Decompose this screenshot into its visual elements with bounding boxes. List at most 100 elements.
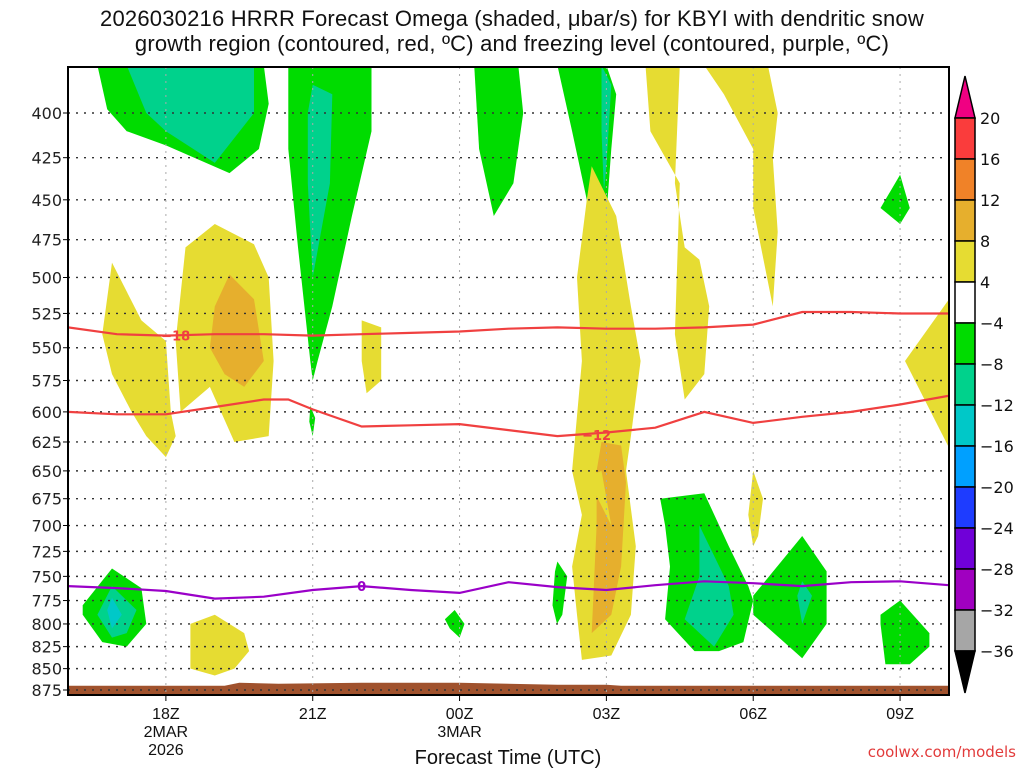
contour-label-0: 0 (357, 580, 366, 595)
x-tick-label: 00Z (446, 706, 474, 723)
x-tick-date: 2MAR (144, 724, 188, 741)
omega-region-25 (880, 600, 930, 665)
omega-region-10 (209, 274, 264, 387)
x-axis-label: Forecast Time (UTC) (415, 747, 602, 768)
x-tick-year: 2026 (148, 742, 184, 759)
colorbar-tick-label: −28 (980, 560, 1014, 579)
colorbar-tick-label: −36 (980, 642, 1014, 661)
y-tick-label: 575 (31, 372, 62, 391)
omega-region-29 (444, 610, 465, 638)
colorbar-swatch (954, 117, 976, 160)
omega-region-15 (705, 67, 778, 307)
contour-label--12: −12 (582, 429, 611, 444)
y-tick-label: 475 (31, 231, 62, 250)
omega-region-19 (880, 174, 910, 224)
y-tick-label: 700 (31, 517, 62, 536)
colorbar-tick-label: 16 (980, 150, 1000, 169)
colorbar-tick-label: −4 (980, 314, 1004, 333)
colorbar-swatch (954, 363, 976, 406)
y-tick-label: 550 (31, 339, 62, 358)
colorbar-swatch (954, 527, 976, 570)
omega-shading (82, 67, 949, 676)
colorbar-tick-label: 20 (980, 109, 1000, 128)
contour-label--18: −18 (161, 330, 190, 345)
omega-region-18 (190, 614, 250, 676)
omega-region-8 (102, 262, 176, 458)
colorbar-under-arrow (954, 650, 976, 694)
y-tick-label: 600 (31, 403, 62, 422)
terrain-ground (68, 682, 949, 695)
y-tick-label: 675 (31, 490, 62, 509)
colorbar-swatch (954, 322, 976, 365)
colorbar-swatch (954, 486, 976, 529)
omega-region-16 (905, 299, 949, 448)
y-tick-label: 850 (31, 660, 62, 679)
omega-region-24 (586, 470, 612, 526)
colorbar-tick-label: −20 (980, 478, 1014, 497)
colorbar-swatch (954, 404, 976, 447)
credit-link[interactable]: coolwx.com/models (868, 743, 1016, 761)
colorbar-tick-label: −24 (980, 519, 1014, 538)
colorbar-tick-label: 8 (980, 232, 990, 251)
colorbar-over-arrow (954, 75, 976, 119)
omega-region-12 (572, 166, 641, 660)
x-tick-label: 18Z (152, 706, 180, 723)
y-tick-label: 825 (31, 638, 62, 657)
omega-region-14 (645, 67, 710, 400)
colorbar-tick-label: 4 (980, 273, 990, 292)
omega-region-5 (474, 67, 524, 216)
omega-region-17 (748, 470, 763, 547)
colorbar-tick-label: −16 (980, 437, 1014, 456)
y-tick-label: 775 (31, 592, 62, 611)
colorbar-swatch (954, 445, 976, 488)
y-tick-label: 750 (31, 567, 62, 586)
terrain-fill (68, 682, 949, 695)
contour-lines: −18 −12 0 (68, 310, 949, 600)
y-tick-label: 650 (31, 462, 62, 481)
omega-region-30 (552, 561, 568, 624)
colorbar-swatch (954, 240, 976, 283)
contour-line-0 (68, 580, 949, 600)
y-tick-label: 625 (31, 433, 62, 452)
y-tick-label: 525 (31, 304, 62, 323)
omega-region-3 (307, 84, 333, 278)
colorbar-tick-label: 12 (980, 191, 1000, 210)
contour-line--18 (68, 310, 949, 337)
chart-title-line2: growth region (contoured, red, ºC) and f… (134, 31, 890, 56)
y-tick-label: 500 (31, 268, 62, 287)
y-tick-label: 425 (31, 149, 62, 168)
y-tick-label: 725 (31, 542, 62, 561)
y-tick-label: 450 (31, 191, 62, 210)
y-tick-label: 800 (31, 615, 62, 634)
x-tick-label: 03Z (593, 706, 621, 723)
y-axis: 400 425 450 475 500 525 550 575 600 625 650 675 700 7… (31, 104, 68, 700)
omega-region-21 (684, 525, 734, 647)
colorbar-swatch (954, 609, 976, 652)
omega-region-23 (797, 581, 812, 624)
grid-lines (68, 67, 949, 695)
colorbar-tick-label: −32 (980, 601, 1014, 620)
chart-title: 2026030216 HRRR Forecast Omega (shaded, … (0, 6, 1024, 56)
omega-region-7 (601, 67, 612, 192)
contour-line--12 (68, 394, 949, 438)
chart-title-line1: 2026030216 HRRR Forecast Omega (shaded, … (100, 6, 924, 31)
colorbar-swatch (954, 158, 976, 201)
x-tick-label: 06Z (739, 706, 767, 723)
omega-region-11 (361, 320, 382, 394)
colorbar-swatch (954, 199, 976, 242)
omega-region-22 (753, 536, 827, 659)
x-tick-date: 3MAR (437, 724, 481, 741)
omega-region-1 (127, 67, 254, 163)
y-tick-label: 875 (31, 681, 62, 700)
x-tick-label: 09Z (886, 706, 914, 723)
omega-region-28 (107, 597, 122, 629)
colorbar-tick-label: −12 (980, 396, 1014, 415)
colorbar-tick-label: −8 (980, 355, 1004, 374)
y-tick-label: 400 (31, 104, 62, 123)
omega-region-4 (309, 405, 316, 437)
colorbar-legend: 20 16 12 8 4 −4 −8 −12 −16 −20 −24 −28 −32 −36 (954, 75, 1014, 694)
x-tick-label: 21Z (299, 706, 327, 723)
colorbar-swatch (954, 568, 976, 611)
